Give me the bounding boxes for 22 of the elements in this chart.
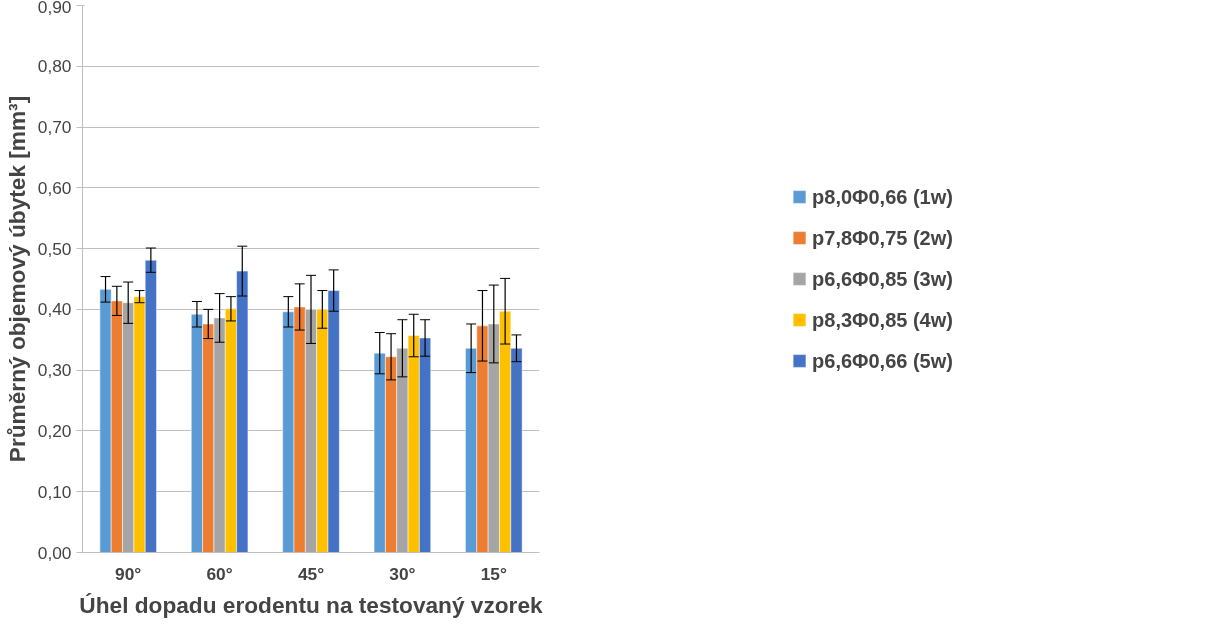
y-tick-label: 0,50	[37, 238, 72, 259]
y-tick-label: 0,40	[37, 299, 72, 320]
x-tick-label: 90°	[115, 563, 142, 584]
legend-label: p6,6Φ0,85 (3w)	[812, 267, 953, 290]
y-tick-label: 0,20	[37, 420, 72, 441]
legend-label: p6,6Φ0,66 (5w)	[812, 349, 953, 372]
y-tick-label: 0,00	[37, 542, 72, 563]
y-tick-label: 0,70	[37, 117, 72, 138]
y-tick-label: 0,30	[37, 360, 72, 381]
y-tick-label: 0,10	[37, 481, 72, 502]
legend-label: p8,0Φ0,66 (1w)	[812, 185, 953, 208]
legend-label: p8,3Φ0,85 (4w)	[812, 308, 953, 331]
y-tick-label: 0,60	[37, 177, 72, 198]
x-tick-label: 45°	[297, 563, 325, 584]
y-tick-label: 0,80	[37, 56, 72, 77]
legend-label: p7,8Φ0,75 (2w)	[812, 226, 953, 249]
x-tick-label: 30°	[389, 563, 416, 584]
x-tick-label: 15°	[480, 563, 507, 584]
x-tick-label: 60°	[206, 563, 233, 584]
y-tick-label: 0,90	[37, 0, 72, 17]
y-axis-title: Průměrný objemový úbytek [mm³]	[3, 95, 30, 463]
x-axis-title: Úhel dopadu erodentu na testovaný vzorek	[79, 591, 544, 618]
